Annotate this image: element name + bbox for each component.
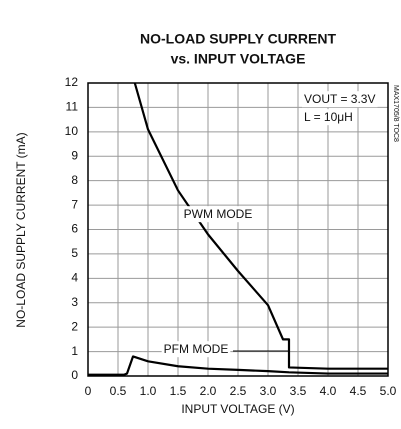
x-tick-label: 3.0 xyxy=(260,384,277,398)
annotation-bg xyxy=(302,91,378,108)
y-tick-label: 2 xyxy=(71,319,78,333)
y-tick-label: 3 xyxy=(71,295,78,309)
annotation: PFM MODE xyxy=(164,342,229,356)
y-tick-label: 6 xyxy=(71,222,78,236)
x-tick-label: 1.5 xyxy=(170,384,187,398)
chart-title: NO-LOAD SUPPLY CURRENT xyxy=(140,31,336,47)
x-tick-label: 1.0 xyxy=(140,384,157,398)
annotation-bg xyxy=(302,109,355,126)
x-tick-label: 5.0 xyxy=(380,384,397,398)
annotation: L = 10μH xyxy=(304,110,353,124)
y-tick-label: 4 xyxy=(71,271,78,285)
x-tick-label: 3.5 xyxy=(290,384,307,398)
y-tick-label: 10 xyxy=(65,124,79,138)
side-note: MAX1705/8 TOC8 xyxy=(392,85,399,142)
annotation: PWM MODE xyxy=(184,207,253,221)
x-tick-label: 4.0 xyxy=(320,384,337,398)
annotation: VOUT = 3.3V xyxy=(304,92,375,106)
x-tick-label: 4.5 xyxy=(350,384,367,398)
y-axis-label: NO-LOAD SUPPLY CURRENT (mA) xyxy=(14,132,28,327)
x-axis-label: INPUT VOLTAGE (V) xyxy=(181,402,294,416)
grid xyxy=(87,82,389,377)
chart-subtitle: vs. INPUT VOLTAGE xyxy=(171,51,306,67)
plot-frame xyxy=(87,82,389,377)
line-series xyxy=(133,82,388,370)
annotation-bg xyxy=(181,206,255,223)
annotation-bg xyxy=(161,341,231,358)
lines xyxy=(88,82,388,376)
y-tick-label: 11 xyxy=(66,100,79,114)
y-tick-label: 12 xyxy=(65,75,79,89)
y-tick-label: 1 xyxy=(71,344,78,358)
y-tick-label: 9 xyxy=(71,148,78,162)
line-series xyxy=(88,355,388,376)
x-tick-label: 2.5 xyxy=(230,384,247,398)
x-tick-label: 0.5 xyxy=(110,384,127,398)
y-tick-label: 8 xyxy=(71,173,78,187)
y-tick-label: 0 xyxy=(71,368,78,382)
x-tick-label: 2.0 xyxy=(200,384,217,398)
y-tick-label: 5 xyxy=(71,246,78,260)
y-tick-label: 7 xyxy=(71,197,78,211)
x-tick-label: 0 xyxy=(85,384,92,398)
